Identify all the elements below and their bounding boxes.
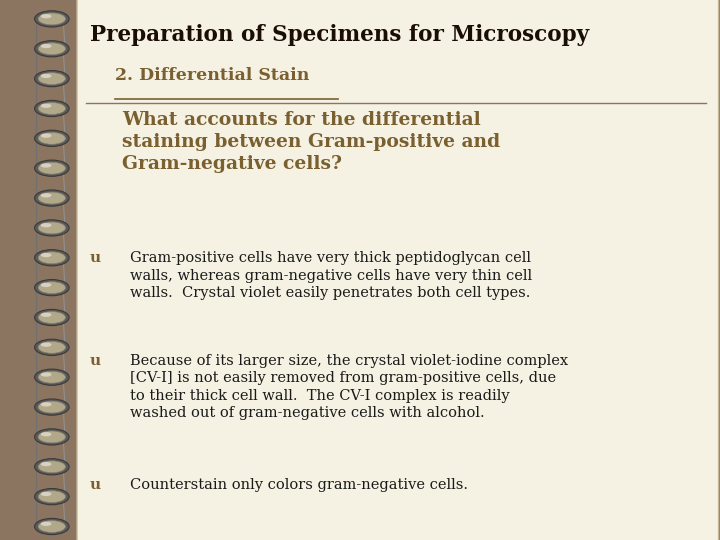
Text: u: u	[90, 478, 101, 492]
Ellipse shape	[35, 399, 69, 415]
Ellipse shape	[35, 458, 69, 475]
Ellipse shape	[40, 104, 52, 108]
Ellipse shape	[38, 521, 66, 532]
Ellipse shape	[35, 309, 69, 326]
Ellipse shape	[40, 74, 52, 78]
Text: u: u	[90, 251, 101, 265]
Ellipse shape	[38, 103, 66, 114]
Ellipse shape	[38, 43, 66, 55]
Ellipse shape	[38, 132, 66, 144]
FancyBboxPatch shape	[77, 0, 719, 540]
Ellipse shape	[40, 342, 52, 347]
Ellipse shape	[40, 253, 52, 257]
Text: Preparation of Specimens for Microscopy: Preparation of Specimens for Microscopy	[90, 24, 589, 46]
Ellipse shape	[40, 522, 52, 526]
Ellipse shape	[38, 401, 66, 413]
Ellipse shape	[35, 71, 69, 87]
Ellipse shape	[38, 491, 66, 503]
Ellipse shape	[38, 162, 66, 174]
Ellipse shape	[38, 73, 66, 85]
Ellipse shape	[40, 14, 52, 18]
Ellipse shape	[35, 429, 69, 445]
Ellipse shape	[38, 372, 66, 383]
Ellipse shape	[40, 492, 52, 496]
Ellipse shape	[40, 373, 52, 377]
Ellipse shape	[40, 462, 52, 466]
Ellipse shape	[35, 220, 69, 236]
Ellipse shape	[40, 44, 52, 48]
Ellipse shape	[40, 223, 52, 227]
Ellipse shape	[35, 160, 69, 176]
Ellipse shape	[35, 249, 69, 266]
Ellipse shape	[40, 163, 52, 167]
Text: 2. Differential Stain: 2. Differential Stain	[115, 68, 310, 84]
Ellipse shape	[35, 518, 69, 535]
Text: Because of its larger size, the crystal violet-iodine complex
[CV-I] is not easi: Because of its larger size, the crystal …	[130, 354, 568, 420]
Ellipse shape	[35, 280, 69, 296]
Ellipse shape	[40, 432, 52, 436]
Ellipse shape	[38, 461, 66, 472]
Ellipse shape	[35, 11, 69, 27]
Ellipse shape	[35, 40, 69, 57]
Ellipse shape	[40, 283, 52, 287]
Ellipse shape	[35, 489, 69, 505]
Ellipse shape	[38, 282, 66, 294]
Ellipse shape	[38, 341, 66, 353]
Text: Gram-positive cells have very thick peptidoglycan cell
walls, whereas gram-negat: Gram-positive cells have very thick pept…	[130, 251, 532, 300]
Ellipse shape	[38, 252, 66, 264]
Ellipse shape	[40, 402, 52, 407]
Ellipse shape	[38, 192, 66, 204]
Ellipse shape	[35, 100, 69, 117]
Text: What accounts for the differential
staining between Gram-positive and
Gram-negat: What accounts for the differential stain…	[122, 111, 500, 173]
Text: u: u	[90, 354, 101, 368]
Ellipse shape	[38, 312, 66, 323]
Ellipse shape	[40, 133, 52, 138]
Ellipse shape	[35, 369, 69, 386]
Text: Counterstain only colors gram-negative cells.: Counterstain only colors gram-negative c…	[130, 478, 467, 492]
Ellipse shape	[38, 222, 66, 234]
Ellipse shape	[40, 313, 52, 317]
Ellipse shape	[38, 431, 66, 443]
Ellipse shape	[35, 130, 69, 146]
Ellipse shape	[38, 13, 66, 25]
Ellipse shape	[40, 193, 52, 198]
Ellipse shape	[35, 339, 69, 355]
Ellipse shape	[35, 190, 69, 206]
